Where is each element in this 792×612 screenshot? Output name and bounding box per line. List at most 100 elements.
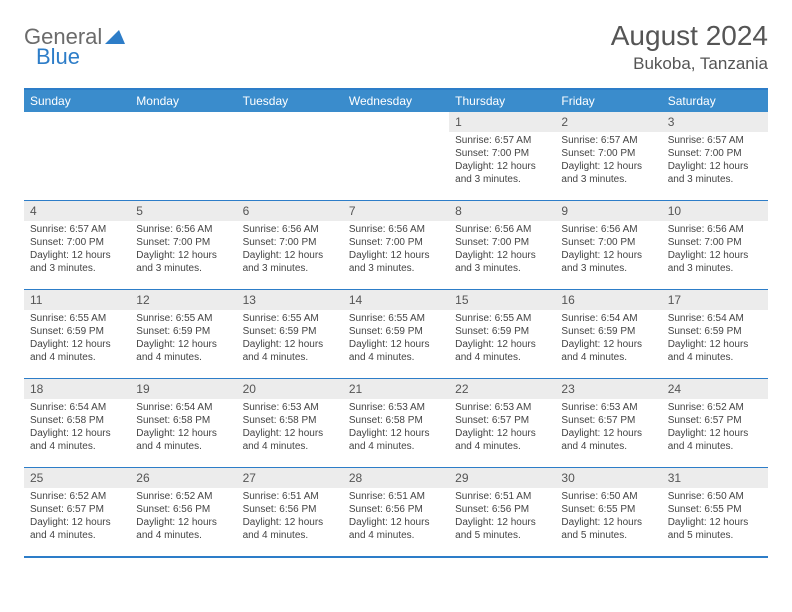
sunrise-text: Sunrise: 6:57 AM	[455, 134, 549, 147]
daylight-text: Daylight: 12 hours and 4 minutes.	[243, 427, 337, 453]
day-cell: 12Sunrise: 6:55 AMSunset: 6:59 PMDayligh…	[130, 290, 236, 378]
day-details: Sunrise: 6:52 AMSunset: 6:57 PMDaylight:…	[662, 399, 768, 457]
day-number	[237, 112, 343, 132]
day-number: 31	[662, 468, 768, 488]
day-number: 17	[662, 290, 768, 310]
daylight-text: Daylight: 12 hours and 3 minutes.	[136, 249, 230, 275]
day-details	[237, 132, 343, 138]
day-number	[343, 112, 449, 132]
sunrise-text: Sunrise: 6:55 AM	[30, 312, 124, 325]
day-number: 25	[24, 468, 130, 488]
day-details: Sunrise: 6:56 AMSunset: 7:00 PMDaylight:…	[343, 221, 449, 279]
sunrise-text: Sunrise: 6:53 AM	[561, 401, 655, 414]
sunrise-text: Sunrise: 6:54 AM	[136, 401, 230, 414]
day-number: 11	[24, 290, 130, 310]
sunrise-text: Sunrise: 6:52 AM	[30, 490, 124, 503]
day-cell: 13Sunrise: 6:55 AMSunset: 6:59 PMDayligh…	[237, 290, 343, 378]
daylight-text: Daylight: 12 hours and 4 minutes.	[561, 427, 655, 453]
day-number: 24	[662, 379, 768, 399]
logo-text-blue: Blue	[36, 44, 80, 70]
sunset-text: Sunset: 6:57 PM	[30, 503, 124, 516]
month-title: August 2024	[611, 20, 768, 52]
day-details: Sunrise: 6:52 AMSunset: 6:57 PMDaylight:…	[24, 488, 130, 546]
sunset-text: Sunset: 7:00 PM	[349, 236, 443, 249]
sunrise-text: Sunrise: 6:51 AM	[243, 490, 337, 503]
sunrise-text: Sunrise: 6:53 AM	[349, 401, 443, 414]
day-number: 5	[130, 201, 236, 221]
day-cell: 3Sunrise: 6:57 AMSunset: 7:00 PMDaylight…	[662, 112, 768, 200]
sunrise-text: Sunrise: 6:56 AM	[561, 223, 655, 236]
day-header-fri: Friday	[555, 90, 661, 112]
sunrise-text: Sunrise: 6:56 AM	[455, 223, 549, 236]
sunrise-text: Sunrise: 6:54 AM	[668, 312, 762, 325]
sunrise-text: Sunrise: 6:54 AM	[30, 401, 124, 414]
week-row: 1Sunrise: 6:57 AMSunset: 7:00 PMDaylight…	[24, 112, 768, 201]
week-row: 4Sunrise: 6:57 AMSunset: 7:00 PMDaylight…	[24, 201, 768, 290]
day-cell: 19Sunrise: 6:54 AMSunset: 6:58 PMDayligh…	[130, 379, 236, 467]
day-number: 10	[662, 201, 768, 221]
sunrise-text: Sunrise: 6:56 AM	[136, 223, 230, 236]
day-number: 8	[449, 201, 555, 221]
day-number: 15	[449, 290, 555, 310]
sunrise-text: Sunrise: 6:52 AM	[668, 401, 762, 414]
sunset-text: Sunset: 7:00 PM	[668, 236, 762, 249]
day-header-row: Sunday Monday Tuesday Wednesday Thursday…	[24, 90, 768, 112]
sunset-text: Sunset: 7:00 PM	[243, 236, 337, 249]
daylight-text: Daylight: 12 hours and 3 minutes.	[668, 249, 762, 275]
sunset-text: Sunset: 6:59 PM	[243, 325, 337, 338]
sunrise-text: Sunrise: 6:51 AM	[349, 490, 443, 503]
day-cell	[24, 112, 130, 200]
sunset-text: Sunset: 7:00 PM	[455, 147, 549, 160]
day-number: 7	[343, 201, 449, 221]
sunset-text: Sunset: 7:00 PM	[30, 236, 124, 249]
sunset-text: Sunset: 6:57 PM	[561, 414, 655, 427]
day-cell: 4Sunrise: 6:57 AMSunset: 7:00 PMDaylight…	[24, 201, 130, 289]
sunset-text: Sunset: 6:56 PM	[136, 503, 230, 516]
sunrise-text: Sunrise: 6:53 AM	[455, 401, 549, 414]
day-details: Sunrise: 6:57 AMSunset: 7:00 PMDaylight:…	[555, 132, 661, 190]
daylight-text: Daylight: 12 hours and 3 minutes.	[668, 160, 762, 186]
day-cell: 16Sunrise: 6:54 AMSunset: 6:59 PMDayligh…	[555, 290, 661, 378]
day-details: Sunrise: 6:54 AMSunset: 6:59 PMDaylight:…	[555, 310, 661, 368]
day-header-sun: Sunday	[24, 90, 130, 112]
day-cell	[130, 112, 236, 200]
day-header-tue: Tuesday	[237, 90, 343, 112]
sunset-text: Sunset: 6:59 PM	[30, 325, 124, 338]
daylight-text: Daylight: 12 hours and 4 minutes.	[30, 338, 124, 364]
sunset-text: Sunset: 7:00 PM	[136, 236, 230, 249]
sunset-text: Sunset: 6:56 PM	[455, 503, 549, 516]
sunrise-text: Sunrise: 6:55 AM	[243, 312, 337, 325]
day-number: 20	[237, 379, 343, 399]
sunrise-text: Sunrise: 6:54 AM	[561, 312, 655, 325]
daylight-text: Daylight: 12 hours and 3 minutes.	[561, 249, 655, 275]
day-cell: 23 Sunrise: 6:53 AMSunset: 6:57 PMDayligh…	[555, 379, 661, 467]
day-cell: 28Sunrise: 6:51 AMSunset: 6:56 PMDayligh…	[343, 468, 449, 556]
day-details: Sunrise: 6:51 AMSunset: 6:56 PMDaylight:…	[449, 488, 555, 546]
sunset-text: Sunset: 6:59 PM	[668, 325, 762, 338]
daylight-text: Daylight: 12 hours and 3 minutes.	[455, 249, 549, 275]
sunset-text: Sunset: 6:57 PM	[455, 414, 549, 427]
day-number: 6	[237, 201, 343, 221]
day-details: Sunrise: 6:55 AMSunset: 6:59 PMDaylight:…	[343, 310, 449, 368]
sunrise-text: Sunrise: 6:55 AM	[136, 312, 230, 325]
sunset-text: Sunset: 6:58 PM	[136, 414, 230, 427]
day-number: 23	[555, 379, 661, 399]
day-number: 29	[449, 468, 555, 488]
daylight-text: Daylight: 12 hours and 4 minutes.	[349, 427, 443, 453]
daylight-text: Daylight: 12 hours and 4 minutes.	[349, 338, 443, 364]
sunset-text: Sunset: 6:58 PM	[30, 414, 124, 427]
sunrise-text: Sunrise: 6:51 AM	[455, 490, 549, 503]
daylight-text: Daylight: 12 hours and 4 minutes.	[455, 338, 549, 364]
sunset-text: Sunset: 6:56 PM	[243, 503, 337, 516]
day-cell: 6Sunrise: 6:56 AMSunset: 7:00 PMDaylight…	[237, 201, 343, 289]
day-cell: 8Sunrise: 6:56 AMSunset: 7:00 PMDaylight…	[449, 201, 555, 289]
day-number: 21	[343, 379, 449, 399]
day-cell: 1Sunrise: 6:57 AMSunset: 7:00 PMDaylight…	[449, 112, 555, 200]
day-number: 4	[24, 201, 130, 221]
day-details: Sunrise: 6:56 AMSunset: 7:00 PMDaylight:…	[555, 221, 661, 279]
location: Bukoba, Tanzania	[611, 54, 768, 74]
day-cell: 29Sunrise: 6:51 AMSunset: 6:56 PMDayligh…	[449, 468, 555, 556]
sunset-text: Sunset: 6:56 PM	[349, 503, 443, 516]
day-details: Sunrise: 6:55 AMSunset: 6:59 PMDaylight:…	[237, 310, 343, 368]
day-details: Sunrise: 6:56 AMSunset: 7:00 PMDaylight:…	[449, 221, 555, 279]
